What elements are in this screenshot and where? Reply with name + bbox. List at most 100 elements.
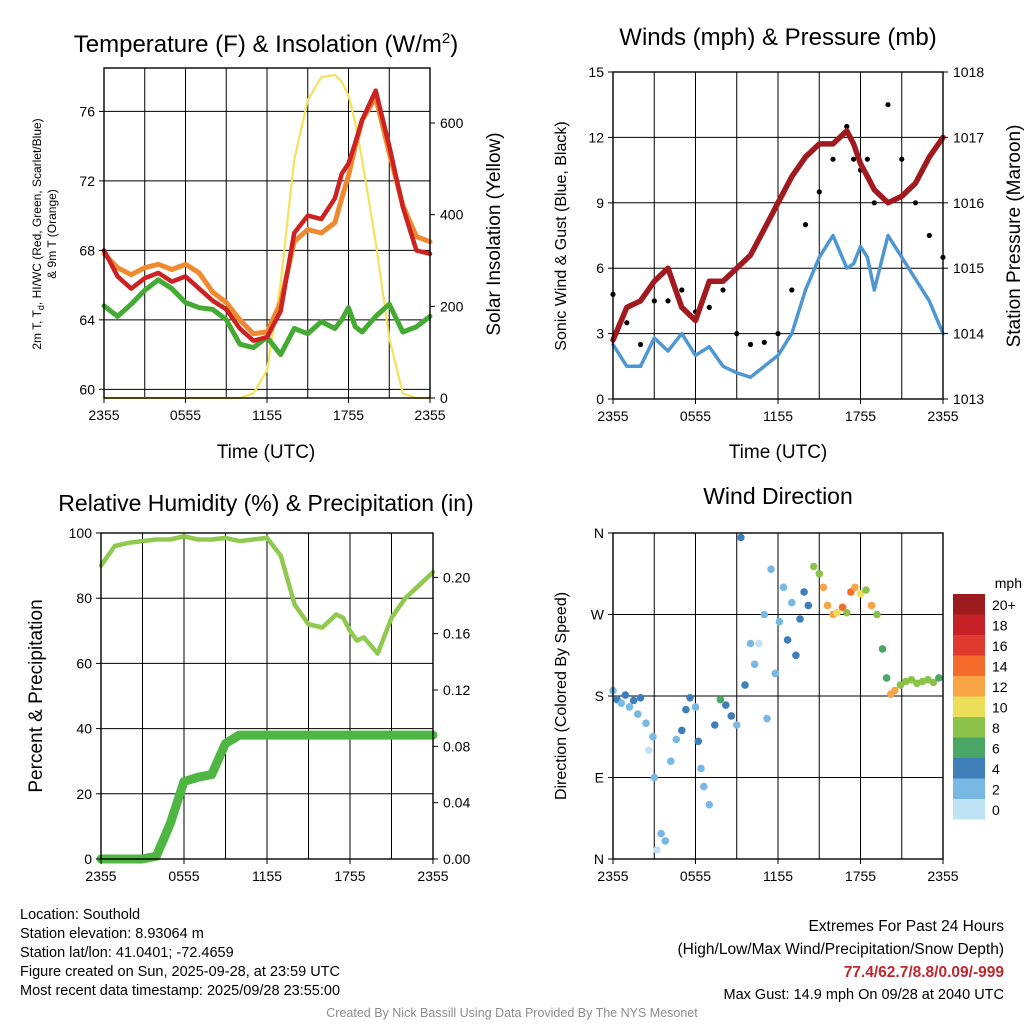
legend-swatch bbox=[953, 635, 985, 656]
y2-tick-label: 0.20 bbox=[443, 569, 470, 585]
y2-tick-label: 1014 bbox=[953, 326, 984, 342]
y2-tick-label: 1013 bbox=[953, 391, 984, 407]
x-tick-label: 0555 bbox=[170, 407, 201, 423]
series-sonic-wind bbox=[611, 233, 945, 379]
legend-title: mph bbox=[995, 575, 1022, 591]
y2-tick-label: 200 bbox=[440, 298, 464, 314]
direction-point bbox=[935, 674, 943, 682]
y2-tick-label: 0.12 bbox=[443, 682, 470, 698]
y2-tick-label: 600 bbox=[440, 115, 464, 131]
x-tick-label: 0555 bbox=[680, 408, 711, 424]
y-tick-label: 0 bbox=[84, 851, 92, 867]
winds-title: Winds (mph) & Pressure (mb) bbox=[619, 24, 936, 51]
y2-tick-label: 0.00 bbox=[443, 851, 470, 867]
direction-point bbox=[691, 703, 700, 711]
temperature-ylabel-line1: 2m T, Td, HI/WC (Red, Green, Scarlet/Blu… bbox=[30, 118, 46, 349]
direction-point bbox=[686, 694, 694, 702]
direction-point bbox=[625, 703, 634, 711]
gust-point bbox=[637, 341, 644, 348]
direction-point bbox=[733, 721, 741, 729]
humidity-panel: Relative Humidity (%) & Precipitation (i… bbox=[26, 490, 474, 884]
y-tick-label: 12 bbox=[588, 129, 604, 145]
y2-tick-label: 1016 bbox=[953, 195, 984, 211]
direction-point bbox=[800, 588, 808, 596]
legend-swatch bbox=[953, 799, 985, 820]
winds-xlabel: Time (UTC) bbox=[729, 442, 828, 463]
direction-point bbox=[763, 714, 771, 723]
direction-point bbox=[771, 669, 780, 678]
direction-title: Wind Direction bbox=[703, 483, 853, 509]
gust-point bbox=[706, 304, 712, 310]
x-tick-label: 2355 bbox=[927, 408, 958, 424]
direction-point bbox=[755, 639, 763, 648]
legend-swatch bbox=[953, 737, 985, 758]
y2-tick-label: 1017 bbox=[953, 129, 984, 145]
direction-point bbox=[810, 562, 818, 571]
extremes-title: Extremes For Past 24 Hours bbox=[808, 918, 1004, 935]
direction-point bbox=[838, 603, 847, 612]
direction-point bbox=[815, 570, 824, 578]
gust-point bbox=[851, 156, 857, 162]
legend-swatch bbox=[953, 594, 985, 615]
legend-label: 0 bbox=[992, 802, 1000, 818]
x-tick-label: 1155 bbox=[763, 408, 793, 424]
direction-point bbox=[649, 733, 657, 741]
x-tick-label: 0555 bbox=[680, 868, 711, 884]
y2-tick-label: 0.16 bbox=[443, 626, 470, 642]
y2-tick-label: 1018 bbox=[953, 64, 984, 80]
gust-point bbox=[651, 298, 657, 304]
legend-swatch bbox=[953, 696, 985, 717]
gust-point bbox=[816, 189, 822, 195]
x-tick-label: 1155 bbox=[763, 868, 793, 884]
direction-point bbox=[642, 719, 650, 727]
direction-point bbox=[645, 746, 653, 755]
info-elevation: Station elevation: 8.93064 m bbox=[20, 926, 204, 942]
direction-point bbox=[882, 674, 891, 682]
max-gust: Max Gust: 14.9 mph On 09/28 at 2040 UTC bbox=[723, 987, 1004, 1003]
direction-point bbox=[661, 837, 670, 845]
y-tick-label: 6 bbox=[596, 260, 604, 276]
direction-point bbox=[856, 589, 865, 598]
y2-tick-label: 0.08 bbox=[443, 738, 470, 754]
y-tick-label: N bbox=[594, 851, 604, 867]
direction-point bbox=[775, 617, 784, 626]
gust-point bbox=[761, 339, 767, 345]
x-tick-label: 2355 bbox=[414, 407, 445, 423]
y-tick-label: 64 bbox=[79, 312, 95, 328]
gust-point bbox=[789, 287, 795, 293]
info-created: Figure created on Sun, 2025-09-28, at 23… bbox=[20, 964, 340, 980]
y-tick-label: 3 bbox=[596, 326, 604, 342]
direction-point bbox=[705, 800, 714, 809]
direction-point bbox=[678, 726, 686, 735]
direction-point bbox=[621, 691, 630, 699]
y-tick-label: 20 bbox=[76, 786, 92, 802]
gust-point bbox=[720, 287, 726, 293]
winds-panel: Winds (mph) & Pressure (mb) 2355 0555 1155… bbox=[553, 24, 1024, 463]
y2-tick-label: 400 bbox=[440, 207, 464, 223]
gust-point bbox=[734, 331, 740, 337]
y-tick-label: 9 bbox=[596, 195, 604, 211]
direction-point bbox=[823, 601, 832, 610]
direction-point bbox=[694, 737, 703, 746]
humidity-title: Relative Humidity (%) & Precipitation (i… bbox=[58, 490, 473, 516]
direction-point bbox=[796, 615, 804, 623]
y-tick-label: 60 bbox=[76, 655, 92, 671]
legend-swatch bbox=[953, 614, 985, 635]
gust-point bbox=[885, 102, 891, 108]
y-tick-label: 100 bbox=[69, 525, 93, 541]
legend-swatch bbox=[953, 778, 985, 799]
direction-point bbox=[634, 710, 642, 718]
direction-point bbox=[727, 712, 736, 720]
gust-point bbox=[844, 123, 850, 130]
legend-swatch bbox=[953, 655, 985, 676]
direction-point bbox=[767, 565, 775, 573]
direction-point bbox=[792, 651, 800, 660]
x-tick-label: 0555 bbox=[168, 868, 199, 884]
x-tick-label: 2355 bbox=[417, 868, 448, 884]
x-tick-label: 2355 bbox=[88, 407, 119, 423]
y-tick-label: E bbox=[595, 770, 604, 786]
gust-point bbox=[679, 287, 685, 293]
direction-point bbox=[878, 645, 887, 653]
x-tick-label: 2355 bbox=[927, 868, 958, 884]
direction-point bbox=[851, 583, 859, 592]
